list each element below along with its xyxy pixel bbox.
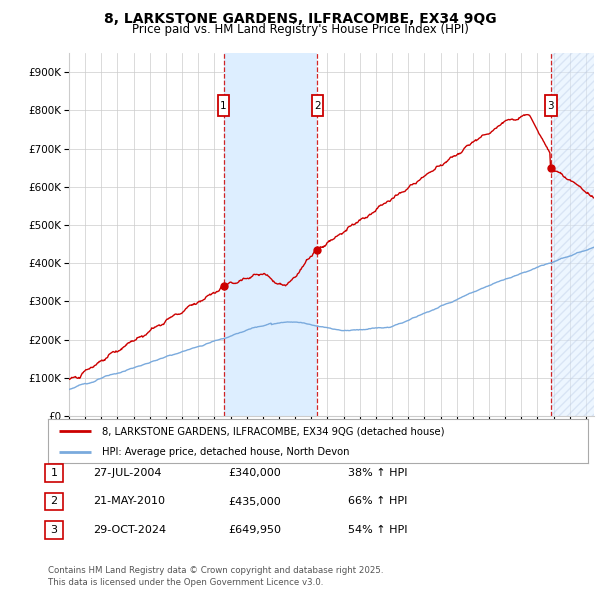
Text: £435,000: £435,000: [228, 497, 281, 506]
Text: 8, LARKSTONE GARDENS, ILFRACOMBE, EX34 9QG (detached house): 8, LARKSTONE GARDENS, ILFRACOMBE, EX34 9…: [102, 427, 445, 436]
Text: 2: 2: [314, 101, 321, 111]
Bar: [551, 53, 594, 416]
Text: 27-JUL-2004: 27-JUL-2004: [93, 468, 161, 478]
Text: 1: 1: [50, 468, 58, 478]
Text: Price paid vs. HM Land Registry's House Price Index (HPI): Price paid vs. HM Land Registry's House …: [131, 23, 469, 36]
Bar: [224, 53, 317, 416]
Text: £340,000: £340,000: [228, 468, 281, 478]
Bar: [551, 53, 594, 416]
Text: 54% ↑ HPI: 54% ↑ HPI: [348, 525, 407, 535]
FancyBboxPatch shape: [218, 95, 229, 116]
Text: HPI: Average price, detached house, North Devon: HPI: Average price, detached house, Nort…: [102, 447, 349, 457]
Text: 3: 3: [548, 101, 554, 111]
Text: Contains HM Land Registry data © Crown copyright and database right 2025.
This d: Contains HM Land Registry data © Crown c…: [48, 566, 383, 587]
Text: 1: 1: [220, 101, 227, 111]
Text: 38% ↑ HPI: 38% ↑ HPI: [348, 468, 407, 478]
Text: 8, LARKSTONE GARDENS, ILFRACOMBE, EX34 9QG: 8, LARKSTONE GARDENS, ILFRACOMBE, EX34 9…: [104, 12, 496, 26]
Text: 21-MAY-2010: 21-MAY-2010: [93, 497, 165, 506]
Text: £649,950: £649,950: [228, 525, 281, 535]
Text: 2: 2: [50, 497, 58, 506]
Text: 66% ↑ HPI: 66% ↑ HPI: [348, 497, 407, 506]
Text: 29-OCT-2024: 29-OCT-2024: [93, 525, 166, 535]
FancyBboxPatch shape: [545, 95, 557, 116]
FancyBboxPatch shape: [312, 95, 323, 116]
Text: 3: 3: [50, 525, 58, 535]
